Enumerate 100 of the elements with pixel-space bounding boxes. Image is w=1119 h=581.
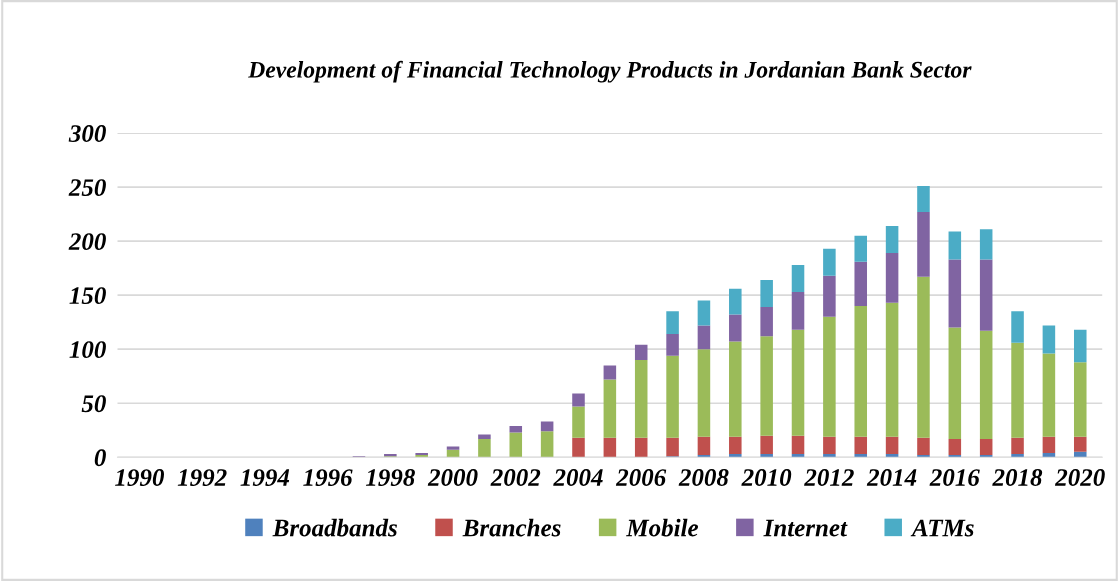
- x-tick-label: 2012: [804, 469, 854, 486]
- bar: [697, 436, 711, 456]
- legend-label: Broadbands: [272, 518, 397, 537]
- x-tick-label: 1996: [303, 469, 353, 486]
- bar: [791, 264, 805, 292]
- bar: [1073, 329, 1087, 363]
- bar: [979, 229, 993, 260]
- x-tick-label: 2000: [427, 469, 478, 486]
- bar: [823, 275, 836, 317]
- x-tick-label: 2020: [1054, 469, 1105, 486]
- bar: [697, 349, 711, 437]
- x-tick-label: 2006: [615, 469, 667, 486]
- x-tick-label: 1994: [240, 469, 290, 486]
- bar: [854, 235, 868, 262]
- bar: [885, 225, 899, 253]
- x-tick-label: 2016: [929, 469, 980, 486]
- bar: [917, 186, 930, 212]
- bar: [823, 436, 836, 455]
- bar: [572, 393, 585, 407]
- y-tick-label: 150: [69, 287, 106, 305]
- bar: [1073, 451, 1087, 458]
- bar: [823, 454, 836, 458]
- bar: [603, 365, 617, 380]
- bar: [666, 355, 679, 438]
- bar: [603, 379, 617, 438]
- bar: [603, 437, 617, 458]
- legend-label: ATMs: [910, 519, 974, 537]
- bar: [917, 437, 930, 456]
- x-tick-label: 1992: [177, 469, 227, 486]
- bar: [1073, 362, 1087, 437]
- bar: [1011, 454, 1024, 458]
- bar: [760, 435, 773, 455]
- bar: [917, 276, 930, 438]
- bar: [885, 302, 899, 437]
- legend-label: Branches: [462, 518, 561, 537]
- bar: [729, 454, 742, 458]
- legend-label: Internet: [763, 519, 848, 537]
- bar: [885, 436, 899, 455]
- y-tick-label: 250: [68, 179, 106, 196]
- bar: [948, 327, 962, 439]
- bar: [948, 259, 962, 328]
- bar: [885, 253, 899, 303]
- bar: [854, 436, 868, 455]
- bar: [729, 341, 742, 437]
- x-tick-label: 2008: [678, 469, 729, 486]
- bar: [854, 261, 868, 306]
- bar: [1011, 342, 1024, 438]
- bar: [572, 437, 585, 458]
- bar: [1042, 325, 1056, 354]
- bar: [979, 259, 993, 331]
- legend-label: Mobile: [626, 518, 699, 537]
- bar: [979, 438, 993, 456]
- x-tick-label: 2010: [741, 469, 792, 486]
- bar: [823, 316, 836, 437]
- bar: [729, 436, 742, 455]
- bar: [791, 329, 805, 436]
- x-tick-label: 1990: [115, 469, 165, 486]
- bar: [791, 291, 805, 330]
- bar: [1042, 353, 1056, 437]
- bar: [760, 336, 773, 436]
- bar: [917, 211, 930, 277]
- bar: [729, 288, 742, 315]
- bar: [791, 435, 805, 455]
- bar: [760, 280, 773, 308]
- x-tick-label: 2014: [866, 469, 917, 486]
- bar: [697, 325, 711, 350]
- bar: [634, 344, 648, 360]
- x-tick-label: 2004: [553, 469, 603, 486]
- bar: [634, 437, 648, 458]
- bar: [917, 455, 930, 458]
- y-tick-label: 0: [94, 449, 106, 467]
- bar: [979, 330, 993, 439]
- y-tick-label: 100: [69, 341, 106, 359]
- bar: [948, 231, 962, 260]
- y-tick-label: 300: [68, 125, 106, 142]
- bar: [509, 432, 523, 458]
- chart-title: Development of Financial Technology Products in Jordanian Bank Sector: [248, 60, 972, 83]
- bar: [1042, 436, 1056, 453]
- bar: [697, 300, 711, 326]
- bar: [948, 438, 962, 456]
- bar: [823, 248, 836, 276]
- y-tick-label: 200: [68, 233, 106, 251]
- x-tick-label: 1998: [365, 469, 415, 486]
- bar: [572, 406, 585, 438]
- x-tick-label: 2018: [992, 469, 1043, 486]
- bar: [446, 446, 460, 450]
- x-tick-label: 2002: [490, 469, 541, 486]
- bar: [540, 431, 554, 458]
- bar: [634, 359, 648, 438]
- bar: [1073, 436, 1087, 452]
- bar: [854, 454, 868, 458]
- bar: [666, 437, 679, 457]
- bar: [1011, 311, 1024, 343]
- bar: [478, 434, 491, 439]
- bar: [854, 305, 868, 437]
- bar: [760, 307, 773, 337]
- y-tick-label: 50: [81, 395, 106, 413]
- bar: [478, 438, 491, 458]
- bar: [760, 454, 773, 458]
- bar: [1011, 437, 1024, 455]
